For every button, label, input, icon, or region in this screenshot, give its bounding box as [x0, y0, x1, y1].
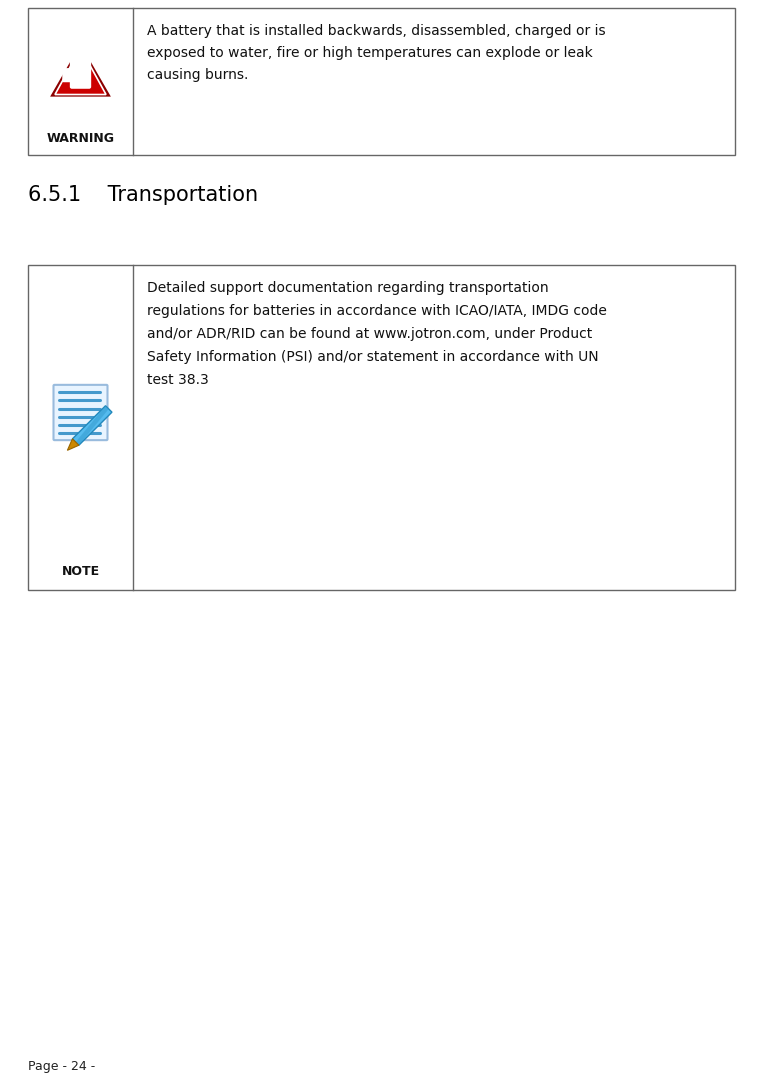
Text: exposed to water, fire or high temperatures can explode or leak: exposed to water, fire or high temperatu… — [147, 46, 593, 60]
FancyBboxPatch shape — [80, 41, 87, 61]
Polygon shape — [55, 48, 106, 95]
FancyBboxPatch shape — [70, 58, 92, 88]
Polygon shape — [69, 48, 92, 70]
Text: NOTE: NOTE — [62, 565, 99, 578]
Bar — [28, 265, 735, 590]
FancyBboxPatch shape — [84, 44, 92, 61]
Text: Detailed support documentation regarding transportation: Detailed support documentation regarding… — [147, 281, 549, 295]
FancyBboxPatch shape — [53, 385, 108, 440]
Polygon shape — [76, 406, 109, 445]
Bar — [28, 8, 735, 155]
Text: Safety Information (PSI) and/or statement in accordance with UN: Safety Information (PSI) and/or statemen… — [147, 350, 599, 364]
Polygon shape — [50, 44, 111, 97]
Polygon shape — [67, 439, 79, 451]
Text: causing burns.: causing burns. — [147, 68, 249, 82]
FancyBboxPatch shape — [71, 45, 78, 61]
Polygon shape — [72, 406, 112, 445]
Text: test 38.3: test 38.3 — [147, 373, 209, 387]
Text: 6.5.1    Transportation: 6.5.1 Transportation — [28, 185, 258, 205]
Text: and/or ADR/RID can be found at www.jotron.com, under Product: and/or ADR/RID can be found at www.jotro… — [147, 327, 592, 341]
Polygon shape — [66, 442, 76, 452]
Text: regulations for batteries in accordance with ICAO/IATA, IMDG code: regulations for batteries in accordance … — [147, 304, 607, 317]
Text: WARNING: WARNING — [47, 132, 114, 145]
Text: A battery that is installed backwards, disassembled, charged or is: A battery that is installed backwards, d… — [147, 24, 606, 38]
Text: Page - 24 -: Page - 24 - — [28, 1060, 95, 1074]
FancyBboxPatch shape — [63, 68, 72, 82]
FancyBboxPatch shape — [76, 41, 82, 61]
